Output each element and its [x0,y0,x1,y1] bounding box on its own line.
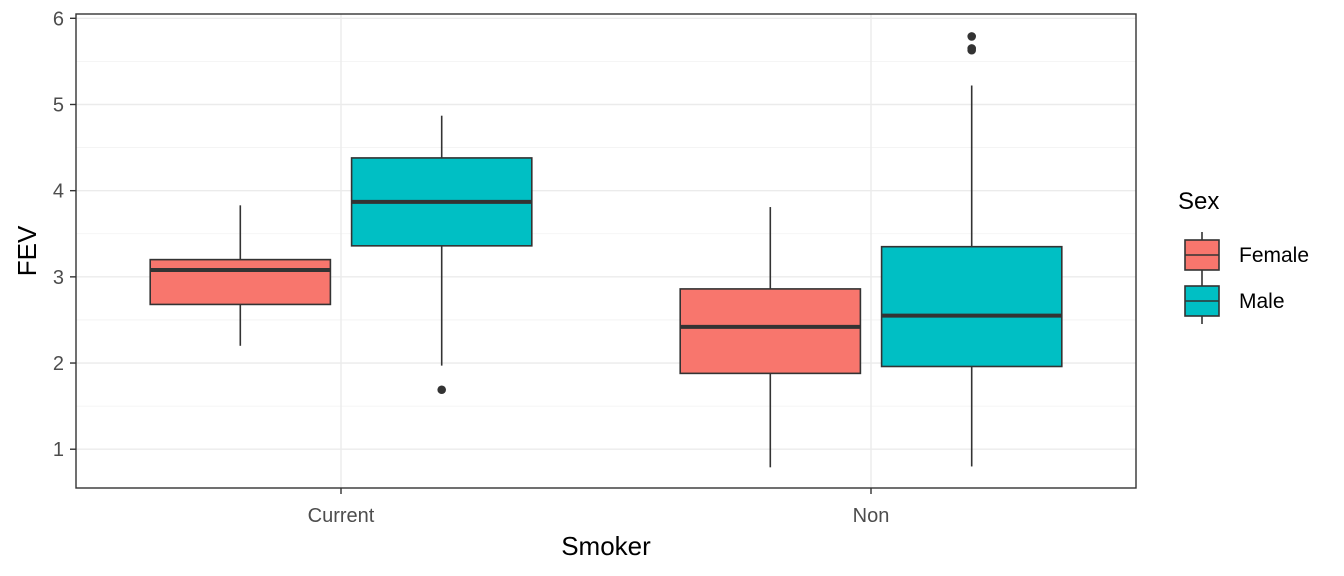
legend-item-female: Female [1184,232,1309,278]
outlier-point [967,32,976,41]
y-tick-label: 2 [53,353,64,375]
box-male-non [880,32,1063,467]
box-iqr [149,258,332,306]
grid-lines [76,14,1136,488]
y-tick-label: 3 [53,267,64,289]
y-tick-label: 6 [53,8,64,30]
y-tick-label: 4 [53,181,64,203]
legend-title: Sex [1178,188,1219,215]
legend: Sex Female Male [1178,188,1309,324]
legend-item-male: Male [1184,278,1285,324]
box-female-current [149,205,332,346]
x-tick-label: Current [308,505,375,527]
y-axis: 1 2 3 4 5 6 [53,8,76,461]
box-male-current [350,115,533,395]
box-plot-layer [149,32,1063,468]
panel-border [75,13,1137,489]
outlier-point [967,44,976,53]
y-tick-label: 1 [53,439,64,461]
x-tick-label: Non [853,505,890,527]
legend-label-male: Male [1239,290,1285,313]
outlier-point [437,385,447,395]
box-female-non [679,207,862,468]
box-iqr [679,288,862,375]
legend-label-female: Female [1239,244,1309,267]
y-axis-title: FEV [12,225,42,276]
x-axis-title: Smoker [561,531,651,561]
x-axis: Current Non [308,488,890,527]
box-iqr [880,245,1063,368]
y-tick-label: 5 [53,94,64,116]
